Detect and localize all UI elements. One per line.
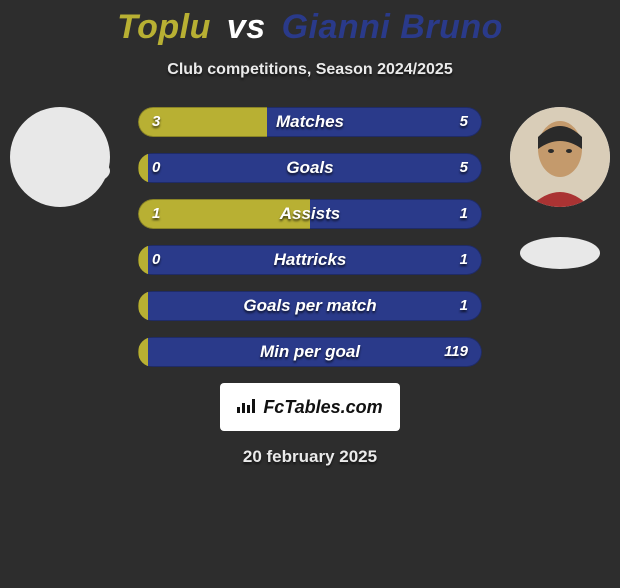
stat-seg-right (310, 199, 482, 229)
stat-row: Matches35 (138, 107, 482, 137)
stat-row: Hattricks01 (138, 245, 482, 275)
stat-seg-right (148, 337, 482, 367)
stat-seg-right (148, 291, 482, 321)
stat-seg-right (148, 153, 482, 183)
stat-seg-left (138, 107, 267, 137)
player2-club-badge (520, 237, 600, 269)
stat-row: Assists11 (138, 199, 482, 229)
player2-avatar (510, 107, 610, 207)
date-label: 20 february 2025 (0, 447, 620, 467)
chart-icon (237, 397, 257, 418)
subtitle: Club competitions, Season 2024/2025 (0, 61, 620, 79)
stat-seg-left (138, 153, 148, 183)
player2-name: Gianni Bruno (282, 8, 503, 46)
stat-seg-left (138, 199, 310, 229)
branding-box[interactable]: FcTables.com (220, 383, 400, 431)
player1-name: Toplu (117, 8, 211, 46)
comparison-title: Toplu vs Gianni Bruno (0, 8, 620, 47)
stat-bars: Matches35 Goals05 Assists11 Hattricks01 Goal… (138, 107, 482, 367)
stat-row: Min per goal119 (138, 337, 482, 367)
content-area: Matches35 Goals05 Assists11 Hattricks01 Goal… (0, 107, 620, 467)
player1-club-badge (30, 155, 110, 187)
branding-text: FcTables.com (263, 397, 382, 418)
stat-row: Goals05 (138, 153, 482, 183)
stat-row: Goals per match1 (138, 291, 482, 321)
stat-seg-right (267, 107, 482, 137)
stat-seg-left (138, 291, 148, 321)
avatar-placeholder-icon (510, 107, 610, 207)
stat-seg-right (148, 245, 482, 275)
stat-seg-left (138, 245, 148, 275)
title-vs: vs (227, 8, 266, 46)
stat-seg-left (138, 337, 148, 367)
